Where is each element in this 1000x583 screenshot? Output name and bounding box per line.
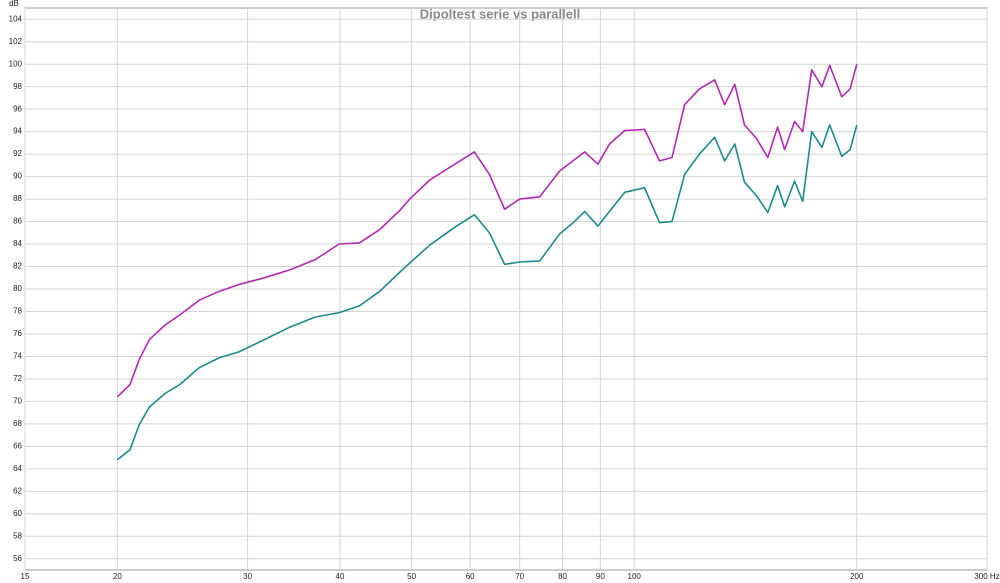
y-tick-label: 100 xyxy=(9,59,23,68)
x-tick-label: 30 xyxy=(243,572,252,581)
x-tick-label: 50 xyxy=(407,572,416,581)
y-tick-label: 72 xyxy=(13,374,22,383)
x-tick-label: 100 xyxy=(628,572,642,581)
y-tick-label: 56 xyxy=(13,554,22,563)
x-tick-label: 20 xyxy=(113,572,122,581)
y-tick-label: 68 xyxy=(13,419,22,428)
y-axis-label: dB xyxy=(9,0,19,8)
y-tick-label: 92 xyxy=(13,149,22,158)
y-tick-label: 96 xyxy=(13,104,22,113)
y-tick-label: 62 xyxy=(13,486,22,495)
y-tick-label: 58 xyxy=(13,531,22,540)
y-tick-label: 76 xyxy=(13,329,22,338)
y-tick-label: 86 xyxy=(13,217,22,226)
x-tick-label: 15 xyxy=(21,572,30,581)
y-tick-label: 78 xyxy=(13,307,22,316)
y-tick-label: 102 xyxy=(9,37,23,46)
y-tick-label: 84 xyxy=(13,239,22,248)
x-tick-label: 60 xyxy=(466,572,475,581)
y-tick-label: 88 xyxy=(13,194,22,203)
x-tick-label: 40 xyxy=(336,572,345,581)
y-tick-label: 98 xyxy=(13,82,22,91)
x-tick-label: 300 Hz xyxy=(974,572,999,581)
x-tick-label: 70 xyxy=(515,572,524,581)
y-tick-label: 60 xyxy=(13,509,22,518)
x-tick-label: 200 xyxy=(850,572,864,581)
y-tick-label: 66 xyxy=(13,441,22,450)
y-tick-label: 82 xyxy=(13,262,22,271)
x-tick-label: 80 xyxy=(558,572,567,581)
y-tick-label: 70 xyxy=(13,397,22,406)
y-tick-label: 90 xyxy=(13,172,22,181)
y-tick-label: 74 xyxy=(13,352,22,361)
chart-title: Dipoltest serie vs parallell xyxy=(420,6,580,21)
data-line xyxy=(116,124,858,461)
data-line xyxy=(116,63,858,398)
y-tick-label: 64 xyxy=(13,464,22,473)
y-tick-label: 94 xyxy=(13,127,22,136)
y-tick-label: 104 xyxy=(9,14,23,23)
y-tick-label: 80 xyxy=(13,284,22,293)
x-tick-label: 90 xyxy=(596,572,605,581)
